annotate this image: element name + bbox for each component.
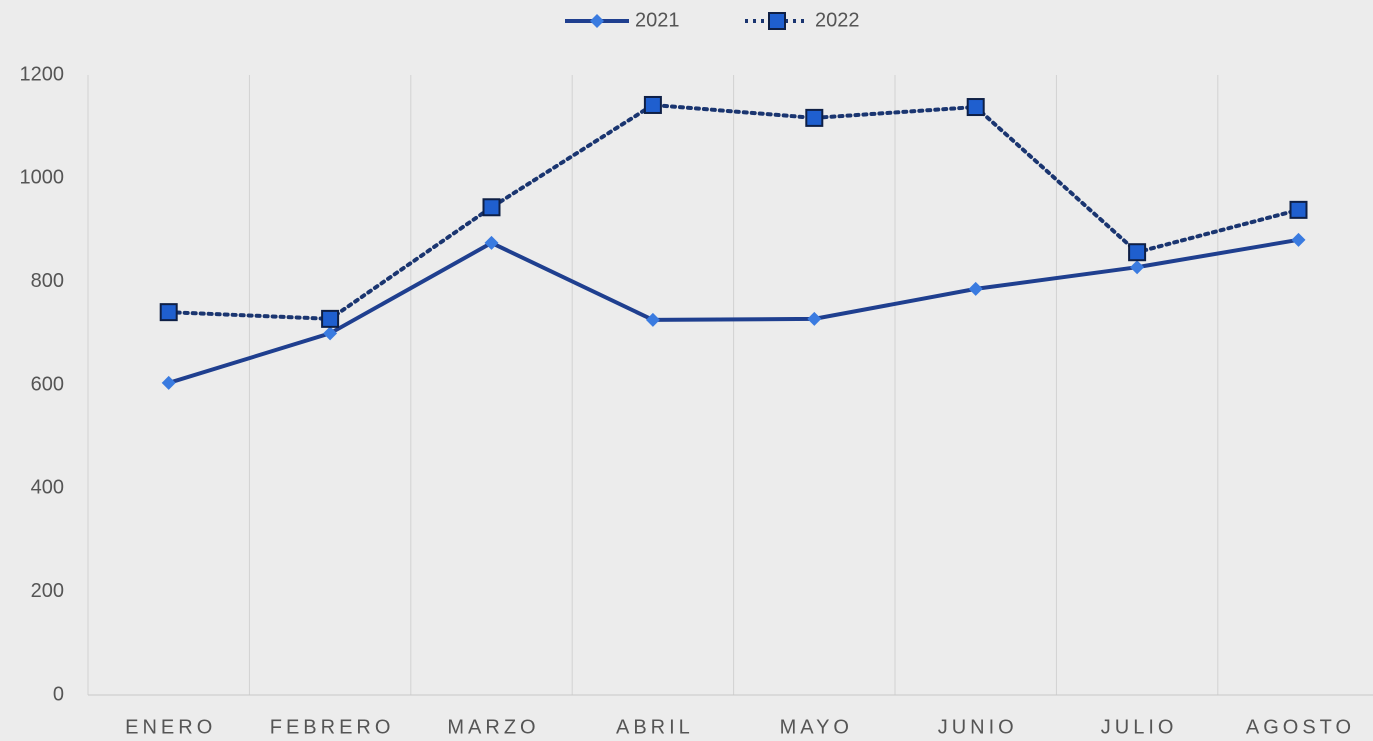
legend-marker <box>768 12 786 30</box>
legend-label: 2022 <box>815 9 860 31</box>
point <box>643 95 662 114</box>
y-tick-label: 600 <box>31 373 64 395</box>
point <box>1130 260 1145 275</box>
y-tick-label: 400 <box>31 477 64 499</box>
series-line <box>166 102 1301 321</box>
x-tick-label: MAYO <box>780 716 853 738</box>
point <box>645 312 660 327</box>
y-tick-label: 200 <box>31 580 64 602</box>
point <box>482 198 501 217</box>
x-tick-label: FEBRERO <box>270 716 395 738</box>
point <box>161 375 176 390</box>
point <box>484 235 499 250</box>
point <box>966 98 985 117</box>
point <box>805 108 824 127</box>
point <box>159 303 178 322</box>
y-tick-label: 0 <box>53 683 64 705</box>
point <box>1128 243 1147 262</box>
x-tick-label: ABRIL <box>616 716 694 738</box>
point <box>321 309 340 328</box>
point <box>968 281 983 296</box>
y-tick-label: 1000 <box>20 167 65 189</box>
y-tick-label: 800 <box>31 270 64 292</box>
point <box>323 326 338 341</box>
x-tick-label: JUNIO <box>938 716 1018 738</box>
x-tick-label: AGOSTO <box>1246 716 1355 738</box>
x-tick-label: ENERO <box>125 716 216 738</box>
legend-marker <box>590 14 604 28</box>
series-line <box>168 237 1299 385</box>
point <box>1291 232 1306 247</box>
x-tick-label: JULIO <box>1101 716 1178 738</box>
point <box>1289 200 1308 219</box>
point <box>807 311 822 326</box>
y-tick-label: 1200 <box>20 63 65 85</box>
legend-label: 2021 <box>635 9 680 31</box>
x-tick-label: MARZO <box>447 716 539 738</box>
